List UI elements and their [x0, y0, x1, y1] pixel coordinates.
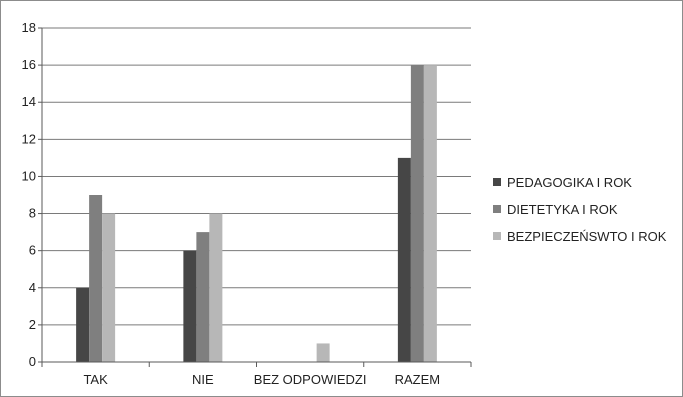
legend-label: PEDAGOGIKA I ROK [507, 175, 632, 190]
x-category-label: BEZ ODPOWIEDZI [254, 372, 367, 387]
bars [76, 65, 437, 362]
legend-swatch [493, 205, 501, 213]
bar-3-2 [209, 213, 223, 362]
y-tick-label: 0 [29, 354, 36, 369]
legend-label: DIETETYKA I ROK [507, 202, 618, 217]
y-tick-label: 12 [22, 131, 36, 146]
y-tick-label: 14 [22, 94, 36, 109]
y-axis-ticks: 0 2 4 6 8 10 12 14 16 18 [22, 20, 36, 369]
legend: PEDAGOGIKA I ROK DIETETYKA I ROK BEZPIECZE… [493, 175, 667, 244]
x-category-label: TAK [83, 372, 108, 387]
bar-3-1 [102, 213, 116, 362]
bar-1-2 [183, 250, 197, 362]
y-tick-label: 6 [29, 243, 36, 258]
y-tick-label: 8 [29, 206, 36, 221]
x-axis-labels: TAK NIE BEZ ODPOWIEDZI RAZEM [83, 372, 440, 387]
bar-1-1 [76, 287, 90, 362]
y-tick-label: 2 [29, 317, 36, 332]
bar-2-2 [196, 232, 210, 362]
axes [38, 27, 472, 367]
y-tick-label: 18 [22, 20, 36, 35]
legend-swatch [493, 178, 501, 186]
x-category-label: RAZEM [395, 372, 441, 387]
bar-3-3 [316, 343, 330, 362]
bar-3-4 [423, 65, 437, 362]
y-tick-label: 16 [22, 57, 36, 72]
y-tick-label: 4 [29, 280, 36, 295]
bar-1-4 [397, 157, 411, 362]
legend-label: BEZPIECZEŃSWTO I ROK [507, 229, 667, 244]
x-category-label: NIE [192, 372, 214, 387]
bar-2-1 [89, 195, 103, 362]
legend-swatch [493, 232, 501, 240]
bar-2-4 [410, 65, 424, 362]
y-tick-label: 10 [22, 168, 36, 183]
